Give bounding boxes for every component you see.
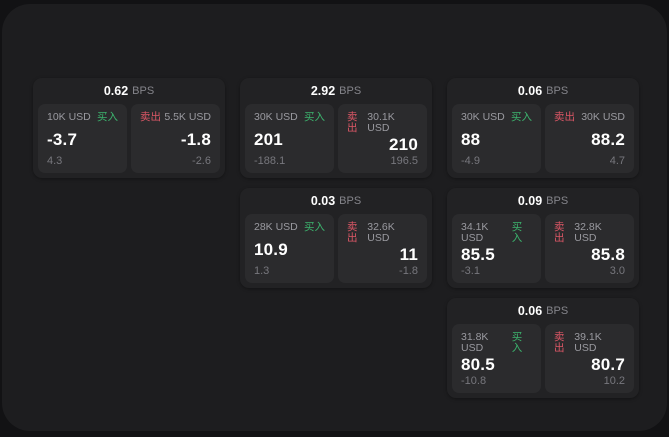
sell-panel[interactable]: 卖出 32.8K USD 85.8 3.0 [545, 214, 634, 283]
buy-sub-value: -3.1 [461, 265, 480, 277]
sell-side-label: 卖出 [347, 111, 358, 134]
bps-unit: BPS [546, 195, 569, 207]
sell-sub-value: 10.2 [603, 375, 625, 387]
bps-header: 0.09 BPS [447, 188, 639, 214]
sell-panel[interactable]: 卖出 5.5K USD -1.8 -2.6 [131, 104, 220, 173]
sell-side-label: 卖出 [554, 221, 565, 244]
sell-amount-label: 30.1K USD [367, 111, 395, 134]
bps-header: 0.62 BPS [33, 78, 225, 104]
sell-side-label: 卖出 [554, 111, 575, 123]
sell-panel[interactable]: 卖出 39.1K USD 80.7 10.2 [545, 324, 634, 393]
buy-side-label: 买入 [511, 221, 523, 244]
bps-header: 0.06 BPS [447, 78, 639, 104]
sell-sub-value: 3.0 [609, 265, 625, 277]
sell-sub-value: -2.6 [192, 155, 211, 167]
buy-sub-value: -10.8 [461, 375, 487, 387]
buy-side-label: 买入 [511, 331, 523, 354]
bps-value: 2.92 [310, 84, 336, 98]
sell-sub-value: 196.5 [390, 155, 418, 167]
buy-sub-value: -188.1 [254, 155, 286, 167]
bps-header: 0.03 BPS [240, 188, 432, 214]
buy-amount-label: 10K USD [47, 111, 91, 123]
buy-price: 85.5 [461, 245, 495, 264]
bps-unit: BPS [339, 195, 362, 207]
buy-panel[interactable]: 30K USD 买入 88 -4.9 [452, 104, 541, 173]
sell-panel[interactable]: 卖出 30.1K USD 210 196.5 [338, 104, 427, 173]
buy-panel[interactable]: 31.8K USD 买入 80.5 -10.8 [452, 324, 541, 393]
bps-value: 0.06 [517, 304, 543, 318]
sell-amount-label: 5.5K USD [164, 111, 211, 123]
sell-price: 80.7 [591, 355, 625, 374]
buy-sub-value: 4.3 [47, 155, 63, 167]
buy-amount-label: 31.8K USD [461, 331, 489, 354]
bps-value: 0.62 [103, 84, 129, 98]
buy-side-label: 买入 [97, 111, 118, 123]
buy-panel[interactable]: 10K USD 买入 -3.7 4.3 [38, 104, 127, 173]
buy-amount-label: 30K USD [461, 111, 505, 123]
bps-unit: BPS [132, 85, 155, 97]
buy-price: 10.9 [254, 239, 288, 259]
sell-sub-value: 4.7 [609, 155, 625, 167]
sell-amount-label: 32.6K USD [367, 221, 395, 244]
buy-amount-label: 30K USD [254, 111, 298, 123]
buy-side-label: 买入 [304, 111, 325, 123]
sell-side-label: 卖出 [347, 221, 358, 244]
bps-value: 0.03 [310, 194, 336, 208]
quote-card: 0.03 BPS 28K USD 买入 10.9 1.3 卖出 32.6K US… [240, 188, 432, 288]
buy-panel[interactable]: 30K USD 买入 201 -188.1 [245, 104, 334, 173]
buy-price: 201 [254, 129, 283, 149]
quote-card: 0.06 BPS 30K USD 买入 88 -4.9 卖出 30K USD 8… [447, 78, 639, 178]
quote-card: 0.62 BPS 10K USD 买入 -3.7 4.3 卖出 5.5K USD… [33, 78, 225, 178]
buy-price: 80.5 [461, 355, 495, 374]
sell-price: 210 [389, 135, 418, 154]
bps-header: 0.06 BPS [447, 298, 639, 324]
buy-panel[interactable]: 34.1K USD 买入 85.5 -3.1 [452, 214, 541, 283]
bps-value: 0.09 [517, 194, 543, 208]
bps-unit: BPS [339, 85, 362, 97]
sell-amount-label: 30K USD [581, 111, 625, 123]
sell-amount-label: 39.1K USD [574, 331, 602, 354]
quote-card: 0.06 BPS 31.8K USD 买入 80.5 -10.8 卖出 39.1… [447, 298, 639, 398]
sell-panel[interactable]: 卖出 30K USD 88.2 4.7 [545, 104, 634, 173]
buy-panel[interactable]: 28K USD 买入 10.9 1.3 [245, 214, 334, 283]
sell-amount-label: 32.8K USD [574, 221, 602, 244]
sell-side-label: 卖出 [140, 111, 161, 123]
sell-price: 11 [399, 245, 418, 264]
buy-side-label: 买入 [304, 221, 325, 233]
buy-price: -3.7 [47, 129, 78, 149]
bps-unit: BPS [546, 85, 569, 97]
sell-sub-value: -1.8 [399, 265, 418, 277]
buy-side-label: 买入 [511, 111, 532, 123]
sell-price: 85.8 [591, 245, 625, 264]
buy-price: 88 [461, 129, 481, 149]
buy-sub-value: -4.9 [461, 155, 480, 167]
sell-price: -1.8 [180, 129, 211, 149]
buy-amount-label: 28K USD [254, 221, 298, 233]
bps-header: 2.92 BPS [240, 78, 432, 104]
sell-panel[interactable]: 卖出 32.6K USD 11 -1.8 [338, 214, 427, 283]
sell-side-label: 卖出 [554, 331, 565, 354]
buy-amount-label: 34.1K USD [461, 221, 489, 244]
bps-value: 0.06 [517, 84, 543, 98]
quote-card: 0.09 BPS 34.1K USD 买入 85.5 -3.1 卖出 32.8K… [447, 188, 639, 288]
sell-price: 88.2 [591, 129, 625, 149]
quote-card: 2.92 BPS 30K USD 买入 201 -188.1 卖出 30.1K … [240, 78, 432, 178]
buy-sub-value: 1.3 [254, 265, 270, 277]
bps-unit: BPS [546, 305, 569, 317]
